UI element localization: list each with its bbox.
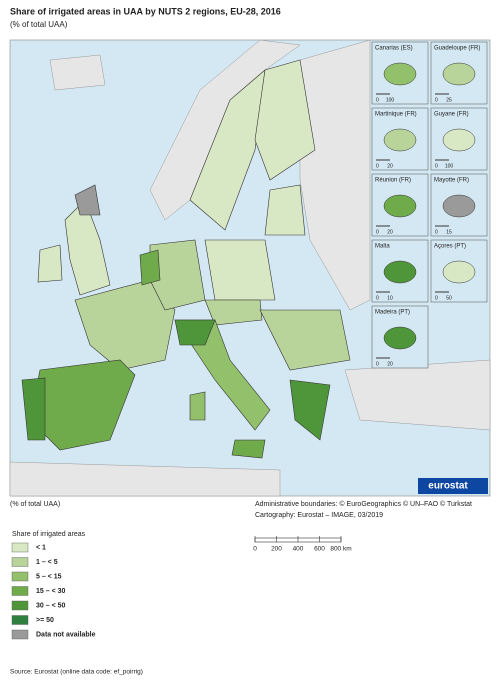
logo: eurostat xyxy=(428,481,468,492)
inset-land xyxy=(383,194,417,218)
eastern-europe xyxy=(299,39,371,311)
region xyxy=(204,299,263,326)
legend-swatch xyxy=(11,571,29,582)
inset-land xyxy=(442,62,476,86)
inset-scale-label: 0 xyxy=(435,163,438,169)
inset-scale-label: 10 xyxy=(387,295,393,301)
scale-label: 0 xyxy=(253,546,257,553)
scale-bar: 0 200 400 600 800 km xyxy=(253,536,352,553)
legend-swatch xyxy=(11,586,29,596)
region xyxy=(139,249,161,286)
subtitle: (% of total UAA) xyxy=(10,20,68,29)
legend-swatch xyxy=(11,600,29,611)
region xyxy=(189,391,206,421)
legend-swatch xyxy=(11,629,29,640)
legend-label: >= 50 xyxy=(36,617,54,624)
boundaries-note: Administrative boundaries: © EuroGeograp… xyxy=(255,500,472,508)
inset-scale-label: 0 xyxy=(435,97,438,103)
legend-swatch xyxy=(11,615,29,625)
inset-scale-label: 0 xyxy=(435,229,438,235)
inset-land xyxy=(383,62,417,86)
legend-swatch xyxy=(11,557,29,567)
region xyxy=(74,184,101,216)
legend: < 1 1 – < 5 5 – < 15 15 – < 30 30 – < 50 >= 5… xyxy=(11,542,96,640)
inset-scale-label: 20 xyxy=(387,361,393,367)
inset-scale-label: 20 xyxy=(387,229,393,235)
source: Source: Eurostat (online data code: ef_p… xyxy=(10,669,143,676)
legend-label: 15 – < 30 xyxy=(36,588,65,595)
inset-label: Açores (PT) xyxy=(434,244,466,250)
inset-label: Martinique (FR) xyxy=(375,112,417,118)
inset-scale-label: 0 xyxy=(376,163,379,169)
inset-label: Mayotte (FR) xyxy=(434,178,469,184)
inset-label: Madeira (PT) xyxy=(375,310,410,316)
inset-scale-label: 0 xyxy=(376,295,379,301)
scale-label: 800 km xyxy=(330,546,351,553)
unit-note: (% of total UAA) xyxy=(10,501,60,508)
region xyxy=(259,309,351,371)
inset-land xyxy=(383,260,417,284)
inset-land xyxy=(383,326,417,350)
inset-land xyxy=(442,128,476,152)
legend-title: Share of irrigated areas xyxy=(12,531,86,538)
inset-label: Guyane (FR) xyxy=(434,112,469,118)
legend-label: 5 – < 15 xyxy=(36,573,62,580)
inset-scale-label: 100 xyxy=(386,97,395,103)
legend-label: Data not available xyxy=(36,631,96,638)
inset-scale-label: 0 xyxy=(435,295,438,301)
cartography-note: Cartography: Eurostat – IMAGE, 03/2019 xyxy=(255,512,383,519)
title: Share of irrigated areas in UAA by NUTS … xyxy=(10,6,281,16)
scale-label: 600 xyxy=(314,546,325,553)
inset-land xyxy=(383,128,417,152)
legend-label: 30 – < 50 xyxy=(36,602,65,609)
inset-land xyxy=(442,194,476,218)
logo-box xyxy=(418,478,488,494)
inset-scale-label: 0 xyxy=(376,229,379,235)
legend-label: < 1 xyxy=(36,544,46,551)
region xyxy=(254,59,316,181)
region xyxy=(174,319,216,346)
inset-label: Réunion (FR) xyxy=(375,178,411,184)
inset-scale-label: 50 xyxy=(446,295,452,301)
region xyxy=(37,244,63,283)
iceland xyxy=(49,54,106,91)
region xyxy=(264,184,306,236)
inset-label: Malta xyxy=(375,244,390,250)
inset-scale-label: 15 xyxy=(446,229,452,235)
inset-scale-label: 0 xyxy=(376,361,379,367)
turkey xyxy=(344,359,491,431)
legend-swatch xyxy=(11,542,29,553)
inset-label: Canarias (ES) xyxy=(375,46,413,52)
region xyxy=(289,379,331,441)
scale-label: 200 xyxy=(271,546,282,553)
scale-label: 400 xyxy=(293,546,304,553)
region xyxy=(204,239,276,301)
region xyxy=(231,439,266,459)
region xyxy=(174,319,271,431)
inset-scale-label: 100 xyxy=(445,163,454,169)
legend-label: 1 – < 5 xyxy=(36,559,58,566)
inset-label: Guadeloupe (FR) xyxy=(434,46,480,52)
inset-scale-label: 20 xyxy=(387,163,393,169)
region xyxy=(21,377,46,441)
inset-land xyxy=(442,260,476,284)
north-africa xyxy=(9,461,281,497)
inset-scale-label: 0 xyxy=(376,97,379,103)
inset-scale-label: 25 xyxy=(446,97,452,103)
